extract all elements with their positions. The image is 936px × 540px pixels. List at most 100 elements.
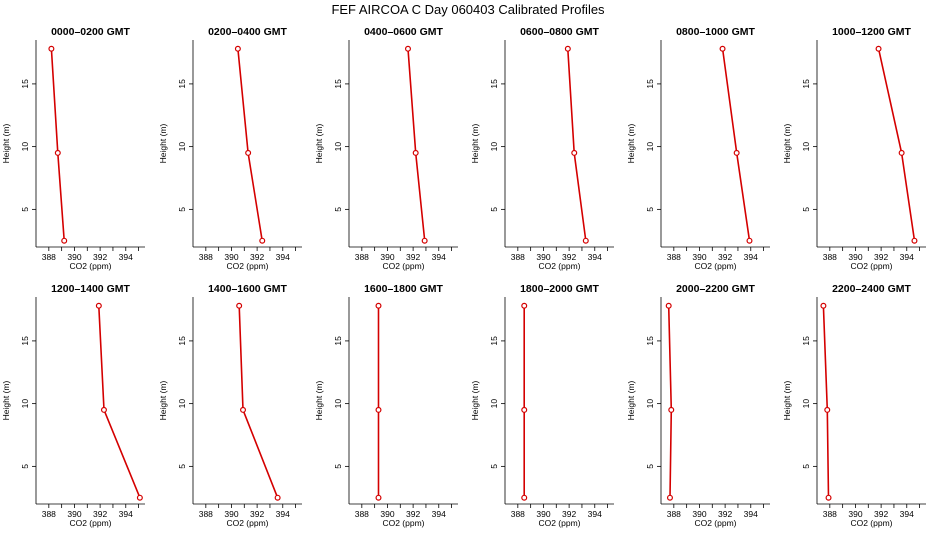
data-point: [421, 237, 428, 244]
data-point: [521, 406, 528, 413]
y-axis-label: Height (m): [158, 124, 168, 164]
x-axis-label: CO2 (ppm): [69, 518, 111, 528]
panel: 1400–1600 GMT 388 390 392 394 5 10 15 CO2 (ppm) H…: [158, 283, 302, 528]
x-tick-label: 388: [199, 509, 213, 519]
y-axis-label: Height (m): [314, 124, 324, 164]
data-point: [746, 237, 753, 244]
y-tick-label: 15: [177, 79, 187, 89]
panel-title: 1000–1200 GMT: [832, 26, 911, 38]
y-tick-label: 10: [801, 142, 811, 152]
y-tick-label: 10: [645, 142, 655, 152]
y-tick-label: 15: [489, 336, 499, 346]
x-axis-label: CO2 (ppm): [850, 261, 892, 271]
data-point: [95, 302, 102, 309]
x-axis-label: CO2 (ppm): [226, 261, 268, 271]
profile-line: [50, 48, 65, 241]
panel-title: 0200–0400 GMT: [208, 26, 287, 38]
y-tick-label: 10: [177, 142, 187, 152]
data-point: [100, 406, 107, 413]
panel: 1800–2000 GMT 388 390 392 394 5 10 15 CO2 (ppm) H…: [470, 283, 614, 528]
profile-line: [667, 305, 673, 498]
x-tick-label: 390: [536, 252, 550, 262]
data-point: [668, 406, 675, 413]
x-tick-label: 390: [67, 509, 81, 519]
y-axis-label: Height (m): [782, 381, 792, 421]
y-axis-label: Height (m): [158, 381, 168, 421]
x-axis-label: CO2 (ppm): [382, 261, 424, 271]
x-tick-label: 390: [848, 252, 862, 262]
figure-title: FEF AIRCOA C Day 060403 Calibrated Profi…: [331, 2, 605, 17]
y-tick-label: 10: [645, 399, 655, 409]
x-tick-label: 394: [588, 509, 602, 519]
x-tick-label: 388: [667, 509, 681, 519]
y-tick-label: 10: [177, 399, 187, 409]
y-tick-label: 5: [20, 464, 30, 469]
panel-title: 0600–0800 GMT: [520, 26, 599, 38]
x-tick-label: 392: [562, 252, 576, 262]
x-tick-label: 394: [119, 252, 133, 262]
panel: 0000–0200 GMT 388 390 392 394 5 10 15 CO2 (ppm) H…: [1, 26, 145, 271]
data-point: [825, 494, 832, 501]
y-tick-label: 5: [489, 207, 499, 212]
data-point: [898, 149, 905, 156]
data-point: [820, 302, 827, 309]
data-point: [240, 406, 247, 413]
data-point: [412, 149, 419, 156]
y-tick-label: 5: [333, 207, 343, 212]
y-axis-label: Height (m): [314, 381, 324, 421]
data-point: [48, 45, 55, 52]
x-tick-label: 392: [406, 252, 420, 262]
y-tick-label: 10: [489, 399, 499, 409]
x-tick-label: 394: [588, 252, 602, 262]
profile-line: [98, 305, 141, 499]
x-tick-label: 394: [900, 509, 914, 519]
x-tick-label: 388: [823, 509, 837, 519]
profile-line: [407, 48, 426, 241]
panel: 2000–2200 GMT 388 390 392 394 5 10 15 CO2 (ppm) H…: [626, 283, 770, 528]
y-tick-label: 10: [489, 142, 499, 152]
x-axis-label: CO2 (ppm): [538, 518, 580, 528]
x-tick-label: 394: [276, 509, 290, 519]
y-axis-label: Height (m): [626, 124, 636, 164]
data-point: [404, 45, 411, 52]
x-tick-label: 394: [744, 509, 758, 519]
y-tick-label: 15: [801, 336, 811, 346]
y-tick-label: 5: [801, 207, 811, 212]
x-tick-label: 392: [250, 509, 264, 519]
x-tick-label: 388: [511, 252, 525, 262]
y-tick-label: 15: [645, 336, 655, 346]
data-point: [375, 302, 382, 309]
y-tick-label: 10: [333, 399, 343, 409]
y-axis-label: Height (m): [1, 124, 11, 164]
data-point: [582, 237, 589, 244]
x-axis-label: CO2 (ppm): [850, 518, 892, 528]
y-tick-label: 5: [801, 464, 811, 469]
panel-title: 0000–0200 GMT: [51, 26, 130, 38]
profile-line: [238, 305, 279, 498]
data-point: [571, 149, 578, 156]
y-axis-label: Height (m): [470, 124, 480, 164]
y-tick-label: 15: [801, 79, 811, 89]
data-point: [665, 302, 672, 309]
data-point: [875, 45, 882, 52]
y-tick-label: 15: [20, 336, 30, 346]
y-tick-label: 15: [489, 79, 499, 89]
x-tick-label: 394: [900, 252, 914, 262]
y-tick-label: 10: [20, 399, 30, 409]
y-tick-label: 15: [333, 336, 343, 346]
panel: 1000–1200 GMT 388 390 392 394 5 10 15 CO2 (ppm) H…: [782, 26, 926, 271]
x-tick-label: 392: [250, 252, 264, 262]
x-tick-label: 390: [536, 509, 550, 519]
profile-line: [237, 48, 263, 241]
y-tick-label: 15: [177, 336, 187, 346]
x-tick-label: 394: [432, 509, 446, 519]
x-tick-label: 392: [93, 509, 107, 519]
x-tick-label: 394: [744, 252, 758, 262]
x-tick-label: 392: [406, 509, 420, 519]
x-axis-label: CO2 (ppm): [538, 261, 580, 271]
panel-title: 1600–1800 GMT: [364, 283, 443, 295]
data-point: [236, 302, 243, 309]
profile-line: [721, 48, 751, 241]
y-tick-label: 5: [645, 207, 655, 212]
